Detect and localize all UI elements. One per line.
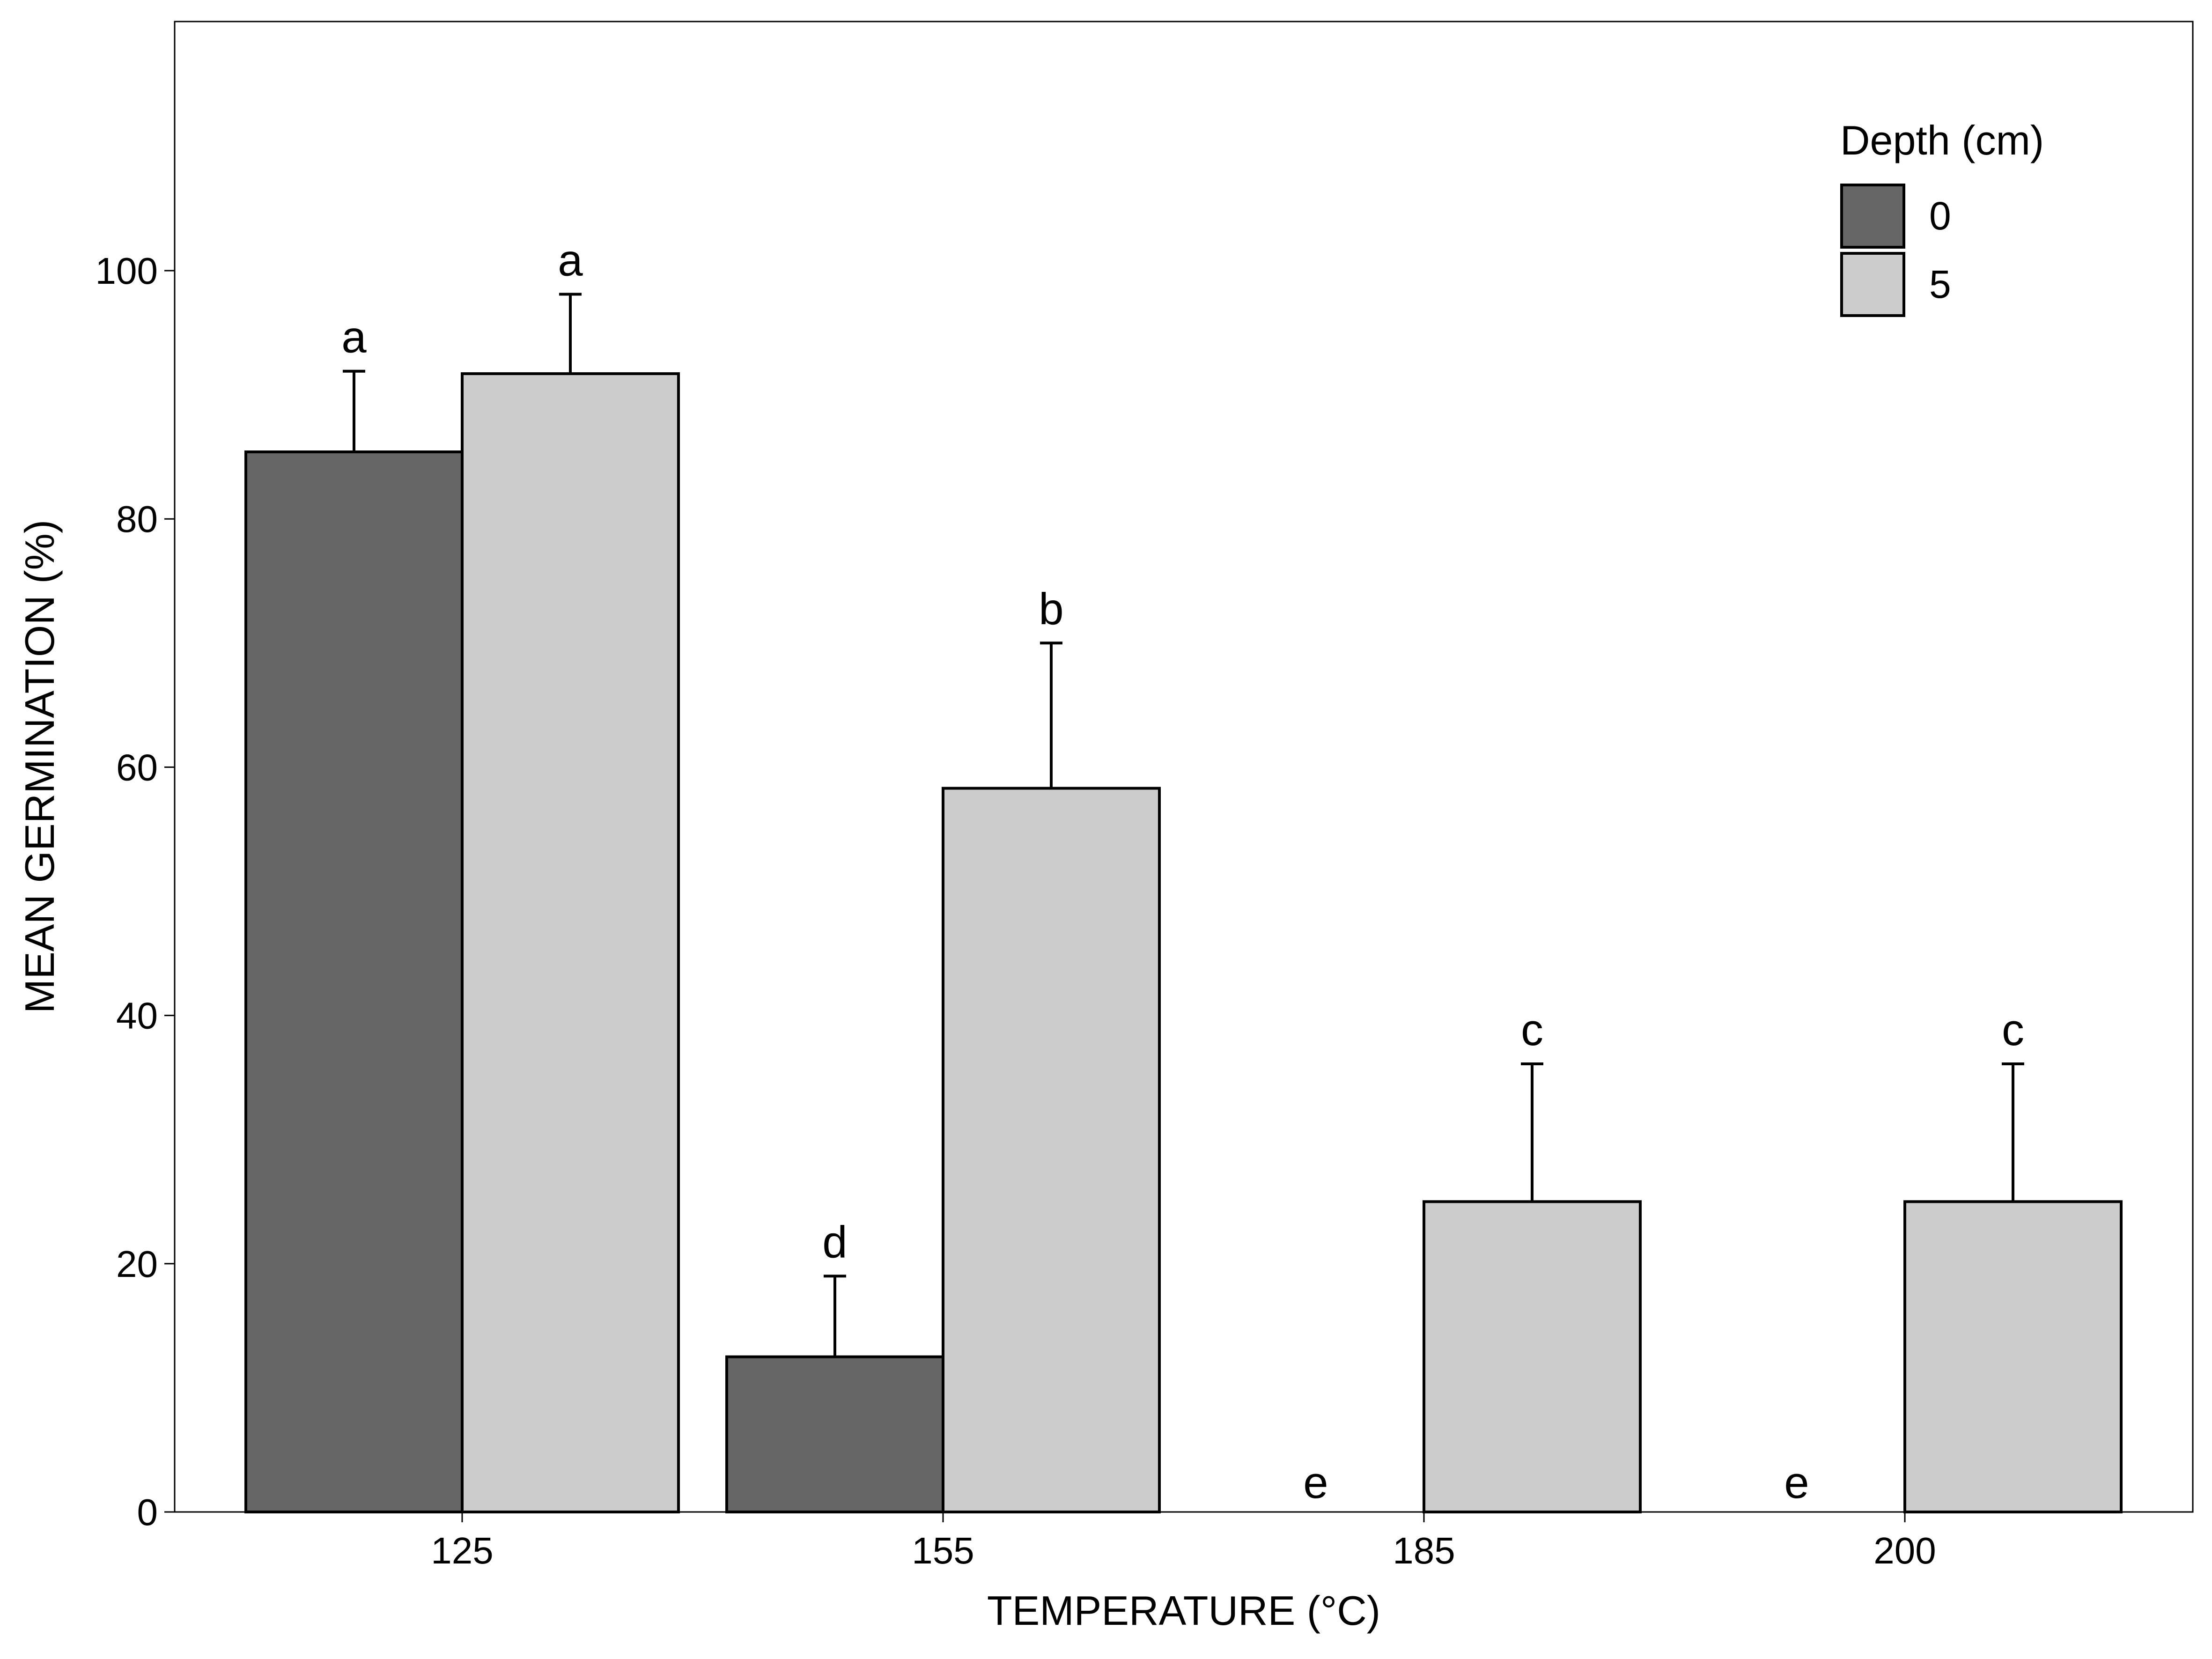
legend-key-5 bbox=[1840, 252, 1905, 317]
significance-letters: a d e e a b c c bbox=[341, 235, 2024, 1508]
legend-title: Depth (cm) bbox=[1840, 117, 2044, 163]
bars bbox=[244, 372, 2123, 1514]
significance-letter: a bbox=[341, 312, 367, 362]
bar-depth-5-155 bbox=[942, 787, 1161, 1513]
legend-key-0 bbox=[1840, 184, 1905, 249]
x-tick-label: 125 bbox=[431, 1530, 493, 1571]
x-tick-label: 155 bbox=[912, 1530, 974, 1571]
y-axis: 0 20 40 60 80 100 bbox=[96, 250, 175, 1533]
bar-depth-0-155 bbox=[725, 1355, 944, 1513]
significance-letter: c bbox=[2002, 1005, 2024, 1055]
x-axis: 125 155 185 200 bbox=[431, 1512, 1936, 1571]
y-axis-title: MEAN GERMINATION (%) bbox=[16, 520, 63, 1013]
y-tick-label: 80 bbox=[116, 498, 158, 540]
x-tick-label: 185 bbox=[1393, 1530, 1455, 1571]
y-tick-label: 60 bbox=[116, 746, 158, 788]
y-tick-label: 20 bbox=[116, 1243, 158, 1285]
bar-depth-5-125 bbox=[461, 372, 680, 1514]
significance-letter: a bbox=[558, 235, 583, 285]
significance-letter: b bbox=[1039, 584, 1063, 634]
significance-letter: e bbox=[1784, 1458, 1809, 1508]
y-tick-label: 100 bbox=[96, 250, 158, 292]
significance-letter: e bbox=[1303, 1458, 1328, 1508]
y-tick-label: 0 bbox=[137, 1491, 158, 1533]
legend-label: 5 bbox=[1929, 262, 1951, 306]
x-tick-label: 200 bbox=[1873, 1530, 1936, 1571]
x-axis-title: TEMPERATURE (°C) bbox=[987, 1587, 1380, 1634]
legend: Depth (cm) 0 5 bbox=[1840, 117, 2044, 317]
significance-letter: d bbox=[822, 1217, 847, 1267]
bar-depth-0-125 bbox=[244, 450, 464, 1514]
legend-label: 0 bbox=[1929, 194, 1951, 238]
y-tick-label: 40 bbox=[116, 995, 158, 1037]
bar-depth-5-185 bbox=[1423, 1200, 1642, 1513]
error-bars bbox=[343, 293, 2024, 1357]
significance-letter: c bbox=[1521, 1005, 1543, 1055]
bar-depth-5-200 bbox=[1903, 1200, 2123, 1513]
